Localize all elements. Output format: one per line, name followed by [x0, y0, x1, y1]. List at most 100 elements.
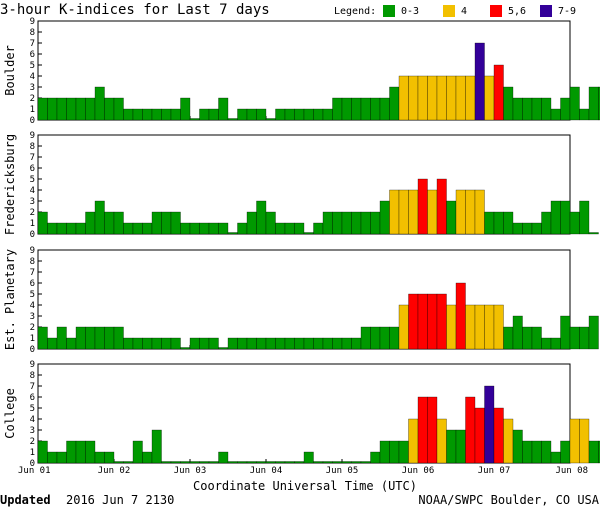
bar-fredericksburg [579, 200, 590, 235]
bar-boulder [246, 108, 257, 121]
bar-college [199, 461, 210, 464]
bar-college [170, 461, 181, 464]
bar-boulder [436, 75, 447, 121]
bar-fredericksburg [294, 222, 305, 235]
y-tick-label: 7 [30, 39, 35, 49]
bar-fredericksburg [531, 222, 542, 235]
y-tick-label: 3 [30, 312, 35, 322]
bar-fredericksburg [474, 189, 485, 235]
bar-college [398, 440, 409, 464]
bar-college [275, 461, 286, 464]
bar-college [465, 396, 476, 464]
y-tick-label: 7 [30, 382, 35, 392]
bar-fredericksburg [75, 222, 86, 235]
x-tick-label: Jun 03 [174, 466, 207, 476]
bar-boulder [465, 75, 476, 121]
bar-fredericksburg [436, 178, 447, 235]
bar-fredericksburg [47, 222, 58, 235]
bar-college [588, 440, 599, 464]
bar-college [208, 461, 219, 464]
bar-fredericksburg [484, 211, 495, 235]
bar-boulder [104, 97, 115, 121]
bar-est-planetary [170, 337, 181, 350]
legend-swatch-7-9 [540, 5, 552, 17]
bar-boulder [66, 97, 77, 121]
y-tick-label: 1 [30, 448, 35, 458]
bar-college [151, 429, 162, 464]
bar-boulder [417, 75, 428, 121]
bar-college [294, 461, 305, 464]
bar-boulder [218, 97, 229, 121]
bar-fredericksburg [512, 222, 523, 235]
bar-boulder [37, 97, 48, 121]
bar-est-planetary [37, 326, 48, 350]
bar-est-planetary [189, 337, 200, 350]
bar-boulder [474, 42, 485, 121]
bar-est-planetary [579, 326, 590, 350]
bar-fredericksburg [370, 211, 381, 235]
bar-est-planetary [465, 304, 476, 350]
bar-college [66, 440, 77, 464]
bar-boulder [151, 108, 162, 121]
y-tick-label: 6 [30, 393, 35, 403]
bar-est-planetary [275, 337, 286, 350]
bar-college [370, 451, 381, 464]
bar-college [560, 440, 571, 464]
legend-swatch-4 [443, 5, 455, 17]
y-tick-label: 5 [30, 404, 35, 414]
bar-fredericksburg [170, 211, 181, 235]
y-tick-label: 0 [30, 345, 35, 355]
bar-college [379, 440, 390, 464]
y-tick-label: 0 [30, 230, 35, 240]
bar-est-planetary [227, 337, 238, 350]
bar-boulder [142, 108, 153, 121]
bar-est-planetary [75, 326, 86, 350]
bar-fredericksburg [446, 200, 457, 235]
bar-college [161, 461, 172, 464]
bar-est-planetary [493, 304, 504, 350]
bar-college [417, 396, 428, 464]
bar-boulder [208, 108, 219, 121]
bar-fredericksburg [151, 211, 162, 235]
bar-boulder [275, 108, 286, 121]
bar-college [550, 451, 561, 464]
bar-est-planetary [142, 337, 153, 350]
bar-college [512, 429, 523, 464]
bar-est-planetary [379, 326, 390, 350]
bar-est-planetary [417, 293, 428, 350]
bar-boulder [47, 97, 58, 121]
legend: Legend: 0-3 4 5,6 7-9 [334, 5, 576, 17]
bar-boulder [579, 108, 590, 121]
bar-est-planetary [341, 337, 352, 350]
bar-est-planetary [474, 304, 485, 350]
bar-est-planetary [569, 326, 580, 350]
bar-college [237, 461, 248, 464]
bar-college [218, 451, 229, 464]
bar-fredericksburg [322, 211, 333, 235]
bar-est-planetary [151, 337, 162, 350]
bar-boulder [531, 97, 542, 121]
bar-college [474, 407, 485, 464]
bar-college [408, 418, 419, 464]
x-tick-label: Jun 08 [555, 466, 588, 476]
bar-boulder [370, 97, 381, 121]
bar-fredericksburg [341, 211, 352, 235]
bar-college [446, 429, 457, 464]
bar-fredericksburg [246, 211, 257, 235]
bar-est-planetary [218, 347, 229, 350]
bar-boulder [180, 97, 191, 121]
bar-est-planetary [560, 315, 571, 350]
y-tick-label: 1 [30, 334, 35, 344]
y-tick-label: 7 [30, 268, 35, 278]
bar-college [104, 451, 115, 464]
bar-boulder [598, 86, 600, 121]
y-tick-label: 0 [30, 459, 35, 469]
bar-est-planetary [360, 326, 371, 350]
bar-boulder [256, 108, 267, 121]
bar-est-planetary [398, 304, 409, 350]
bar-est-planetary [199, 337, 210, 350]
bar-est-planetary [522, 326, 533, 350]
y-tick-label: 6 [30, 164, 35, 174]
